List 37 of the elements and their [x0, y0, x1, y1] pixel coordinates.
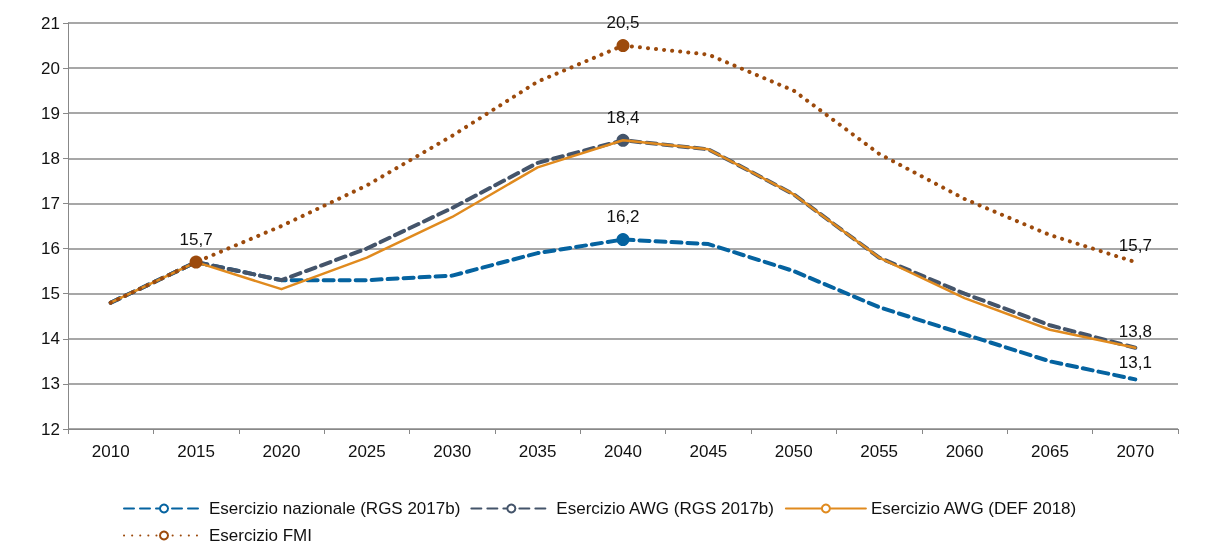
x-tick-label: 2065: [1031, 442, 1069, 461]
x-tick-label: 2070: [1116, 442, 1155, 461]
legend-label: Esercizio nazionale (RGS 2017b): [209, 499, 461, 518]
y-tick-label: 14: [41, 329, 60, 349]
y-tick-label: 13: [41, 374, 60, 394]
point: [189, 255, 203, 269]
x-tick-label: 2040: [604, 442, 642, 461]
x-tick-label: 2045: [689, 442, 728, 461]
x-tick-label: 2030: [433, 442, 472, 461]
x-tick-label: 2025: [347, 442, 386, 461]
y-tick-label: 17: [41, 193, 60, 213]
y-tick-label: 19: [41, 103, 60, 123]
data-label: 16,2: [606, 207, 640, 227]
data-label: 13,1: [1118, 353, 1152, 373]
x-tick-label: 2020: [262, 442, 301, 461]
data-label: 15,7: [1118, 236, 1152, 256]
legend-label: Esercizio FMI: [209, 526, 312, 545]
data-label: 15,7: [179, 229, 213, 249]
x-tick-label: 2055: [860, 442, 899, 461]
point: [616, 39, 630, 53]
y-tick-label: 12: [41, 419, 60, 439]
point: [616, 233, 630, 247]
x-tick-label: 2010: [91, 442, 130, 461]
data-label: 20,5: [606, 13, 640, 33]
y-tick-label: 21: [41, 13, 60, 33]
y-tick-label: 15: [41, 284, 60, 304]
data-label: 18,4: [606, 107, 640, 127]
x-tick-label: 2050: [774, 442, 813, 461]
x-tick-label: 2060: [945, 442, 984, 461]
data-label: 13,8: [1118, 321, 1152, 341]
legend-label: Esercizio AWG (RGS 2017b): [556, 499, 774, 518]
y-tick-label: 20: [41, 58, 60, 78]
y-tick-label: 18: [41, 148, 60, 168]
x-tick-label: 2035: [518, 442, 557, 461]
y-tick-label: 16: [41, 239, 60, 259]
x-tick-label: 2015: [177, 442, 215, 461]
legend-label: Esercizio AWG (DEF 2018): [870, 499, 1077, 518]
